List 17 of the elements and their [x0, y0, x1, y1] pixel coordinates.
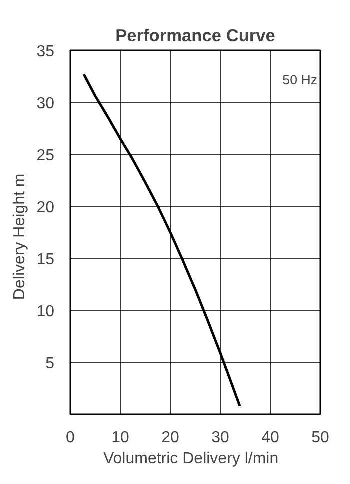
annotation: 50 Hz [282, 72, 318, 88]
y-tick-label: 35 [36, 44, 55, 60]
chart-title: Performance Curve [116, 26, 276, 46]
x-tick-label: 30 [212, 430, 230, 446]
y-tick-label: 25 [36, 148, 55, 164]
x-tick-label: 10 [112, 430, 130, 446]
x-tick-label: 20 [162, 430, 180, 446]
y-tick-label: 5 [46, 356, 55, 372]
y-tick-label: 15 [36, 252, 55, 268]
y-tick-label: 20 [36, 200, 55, 216]
y-tick-label: 30 [36, 96, 55, 112]
y-axis-title: Delivery Height m [12, 174, 29, 300]
x-axis-title: Volumetric Delivery l/min [103, 450, 279, 468]
y-tick-label: 10 [36, 304, 55, 320]
x-tick-label: 0 [66, 430, 76, 446]
x-tick-label: 40 [262, 430, 280, 446]
x-tick-label: 50 [312, 430, 330, 446]
